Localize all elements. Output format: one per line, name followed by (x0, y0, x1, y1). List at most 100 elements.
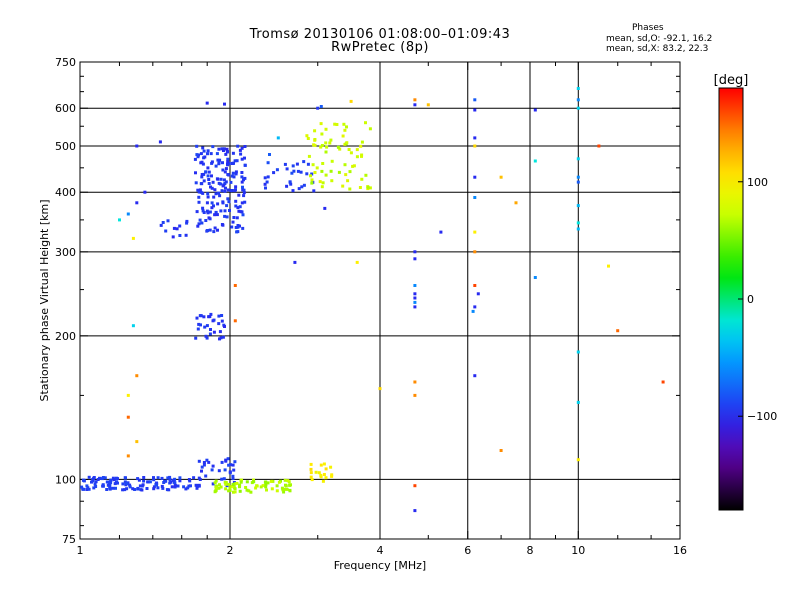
data-point (349, 151, 353, 155)
data-point (227, 188, 230, 192)
data-point (324, 173, 328, 177)
data-point (80, 485, 84, 489)
data-point (218, 337, 221, 341)
data-point (215, 152, 219, 156)
data-point (189, 484, 192, 488)
data-point (161, 486, 165, 490)
data-point (224, 458, 228, 462)
data-point (234, 185, 238, 189)
data-point (471, 309, 475, 313)
data-point (225, 147, 229, 151)
data-point (145, 487, 149, 490)
data-point (413, 292, 417, 296)
data-point (235, 216, 239, 220)
data-point (413, 509, 417, 513)
x-tick-label: 2 (227, 544, 234, 557)
data-point (533, 108, 537, 112)
data-point (360, 177, 364, 181)
data-point (209, 185, 212, 189)
data-point (101, 476, 105, 479)
data-point (125, 487, 129, 491)
data-point (364, 173, 368, 177)
data-point (230, 174, 234, 178)
data-point (226, 173, 230, 176)
data-point (300, 185, 304, 189)
data-point (140, 488, 144, 492)
data-point (218, 483, 221, 487)
data-point (413, 300, 417, 304)
data-point (289, 182, 293, 186)
data-point (232, 490, 235, 494)
data-point (318, 180, 322, 184)
data-point (101, 484, 105, 488)
data-point (245, 480, 249, 484)
data-point (126, 454, 130, 458)
data-point (266, 175, 270, 179)
data-point (142, 476, 146, 479)
data-point (202, 179, 206, 183)
data-point (192, 476, 196, 480)
data-point (320, 185, 324, 189)
data-point (242, 188, 246, 192)
data-point (366, 185, 370, 189)
data-point (226, 157, 230, 161)
data-point (313, 171, 317, 174)
data-point (286, 479, 290, 483)
data-point (576, 180, 580, 184)
data-point (261, 484, 265, 488)
data-point (141, 483, 145, 487)
data-point (197, 459, 201, 463)
data-point (368, 186, 372, 190)
data-point (310, 178, 314, 182)
data-point (215, 213, 219, 217)
data-point (252, 478, 255, 482)
data-point (661, 380, 665, 384)
data-point (222, 477, 226, 481)
data-point (201, 209, 205, 213)
data-point (198, 314, 202, 318)
data-point (223, 209, 227, 213)
data-point (295, 162, 299, 166)
data-point (313, 129, 317, 133)
data-point (170, 485, 174, 489)
data-point (82, 487, 85, 491)
data-point (243, 176, 247, 180)
data-point (94, 485, 98, 488)
data-point (242, 191, 246, 195)
data-point (131, 236, 135, 240)
data-point (178, 234, 182, 237)
data-point (123, 488, 127, 492)
data-point (238, 483, 242, 487)
data-point (196, 188, 200, 192)
data-point (213, 226, 217, 230)
data-point (206, 192, 210, 196)
data-point (234, 204, 238, 208)
data-point (245, 488, 249, 492)
data-point (355, 155, 359, 159)
data-point (222, 178, 226, 182)
data-point (85, 488, 89, 491)
data-point (200, 465, 204, 469)
data-point (255, 484, 259, 488)
data-point (276, 136, 280, 140)
data-point (197, 322, 201, 326)
data-point (131, 324, 135, 328)
data-point (330, 473, 334, 477)
data-point (200, 469, 203, 473)
data-point (473, 175, 477, 179)
data-point (166, 476, 170, 480)
data-point (216, 202, 220, 206)
data-point (210, 174, 213, 178)
data-point (204, 170, 208, 174)
data-point (221, 168, 225, 172)
data-point (208, 228, 212, 232)
data-point (240, 201, 244, 205)
data-point (473, 144, 477, 148)
data-point (219, 485, 223, 489)
data-point (223, 189, 227, 193)
data-point (413, 103, 417, 107)
data-point (439, 230, 443, 234)
data-point (240, 180, 244, 184)
data-point (128, 485, 132, 489)
data-point (165, 488, 169, 492)
